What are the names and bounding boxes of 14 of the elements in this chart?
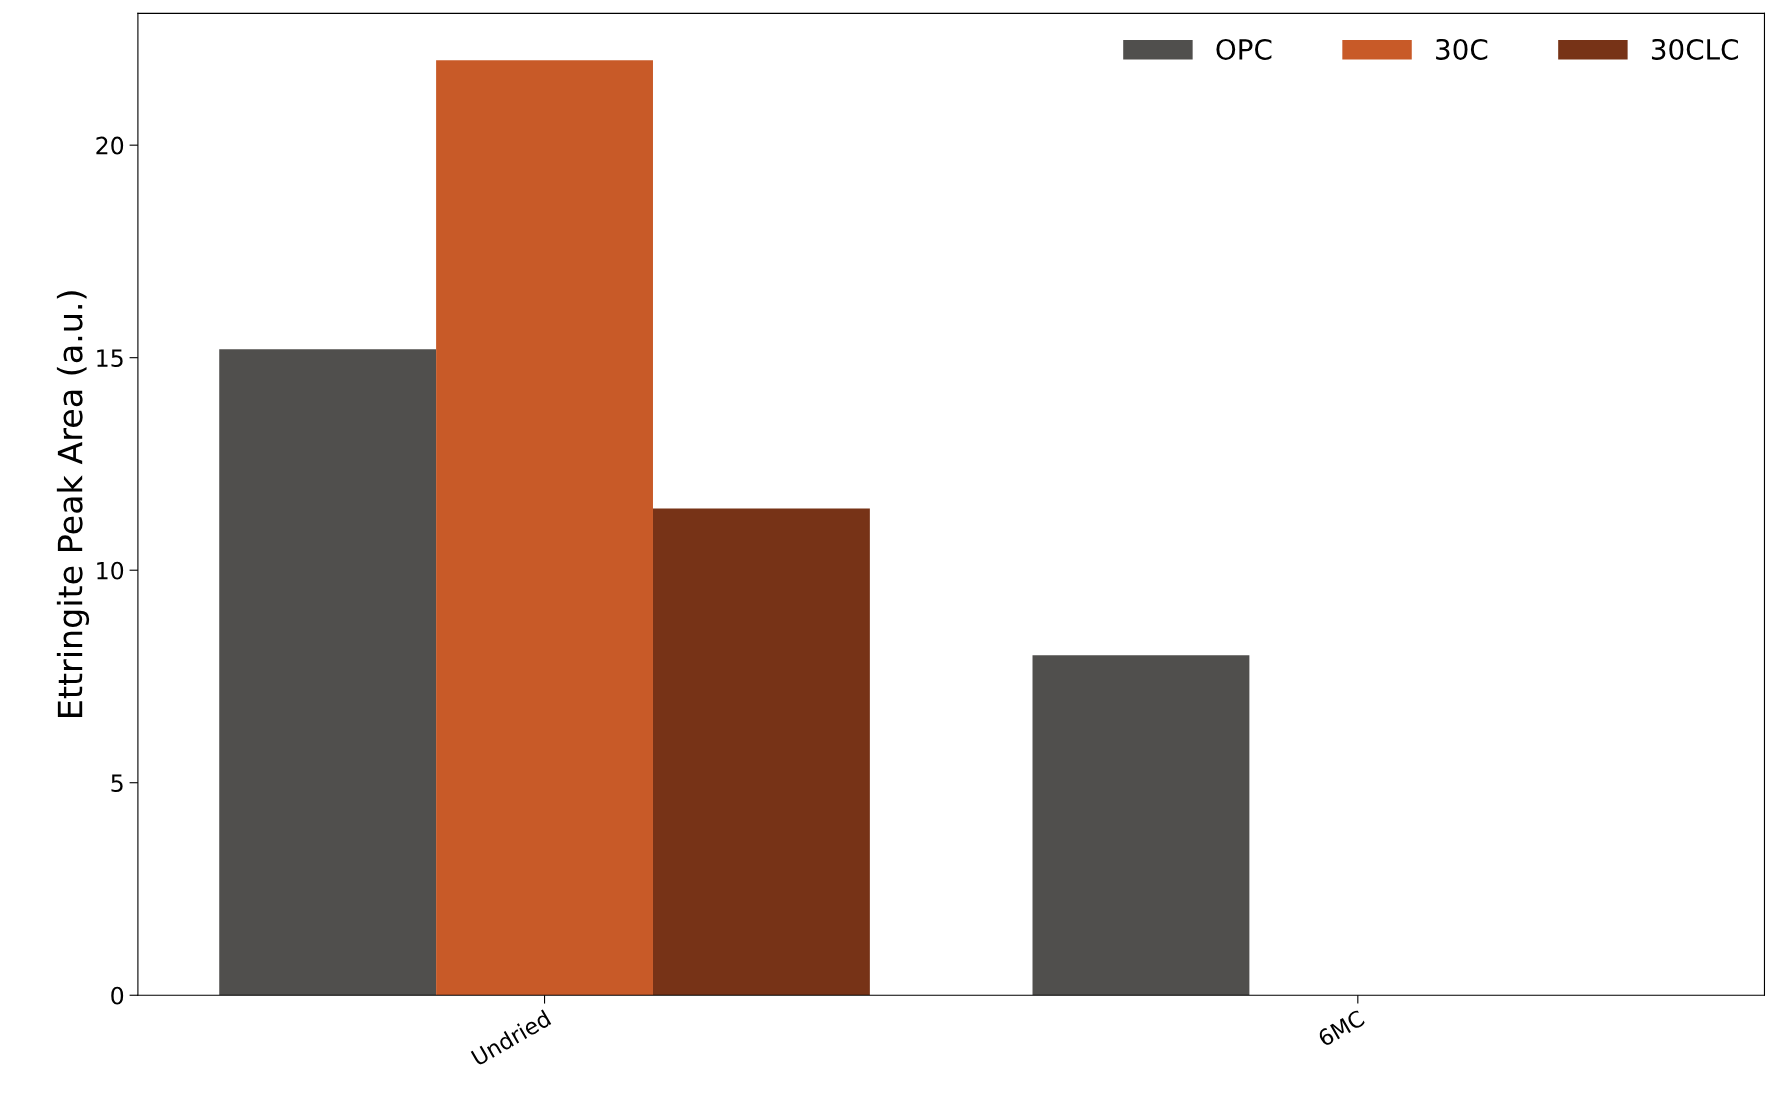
legend-label: OPC	[1216, 38, 1272, 60]
y-tick-label: 20	[96, 136, 124, 155]
bar	[219, 349, 437, 996]
legend-label: 30C	[1436, 38, 1488, 60]
bar	[1032, 655, 1250, 996]
y-tick-label: 0	[111, 986, 124, 1005]
y-tick-label: 5	[111, 774, 123, 793]
y-axis-title: Ettringite Peak Area (a.u.)	[56, 291, 90, 717]
x-tick-label: 6MC	[1317, 1009, 1366, 1047]
y-tick-label: 15	[97, 349, 123, 367]
bar	[652, 508, 870, 996]
bar	[436, 60, 653, 996]
y-tick-label: 10	[97, 561, 124, 580]
legend-label: 30CLC	[1651, 38, 1738, 60]
